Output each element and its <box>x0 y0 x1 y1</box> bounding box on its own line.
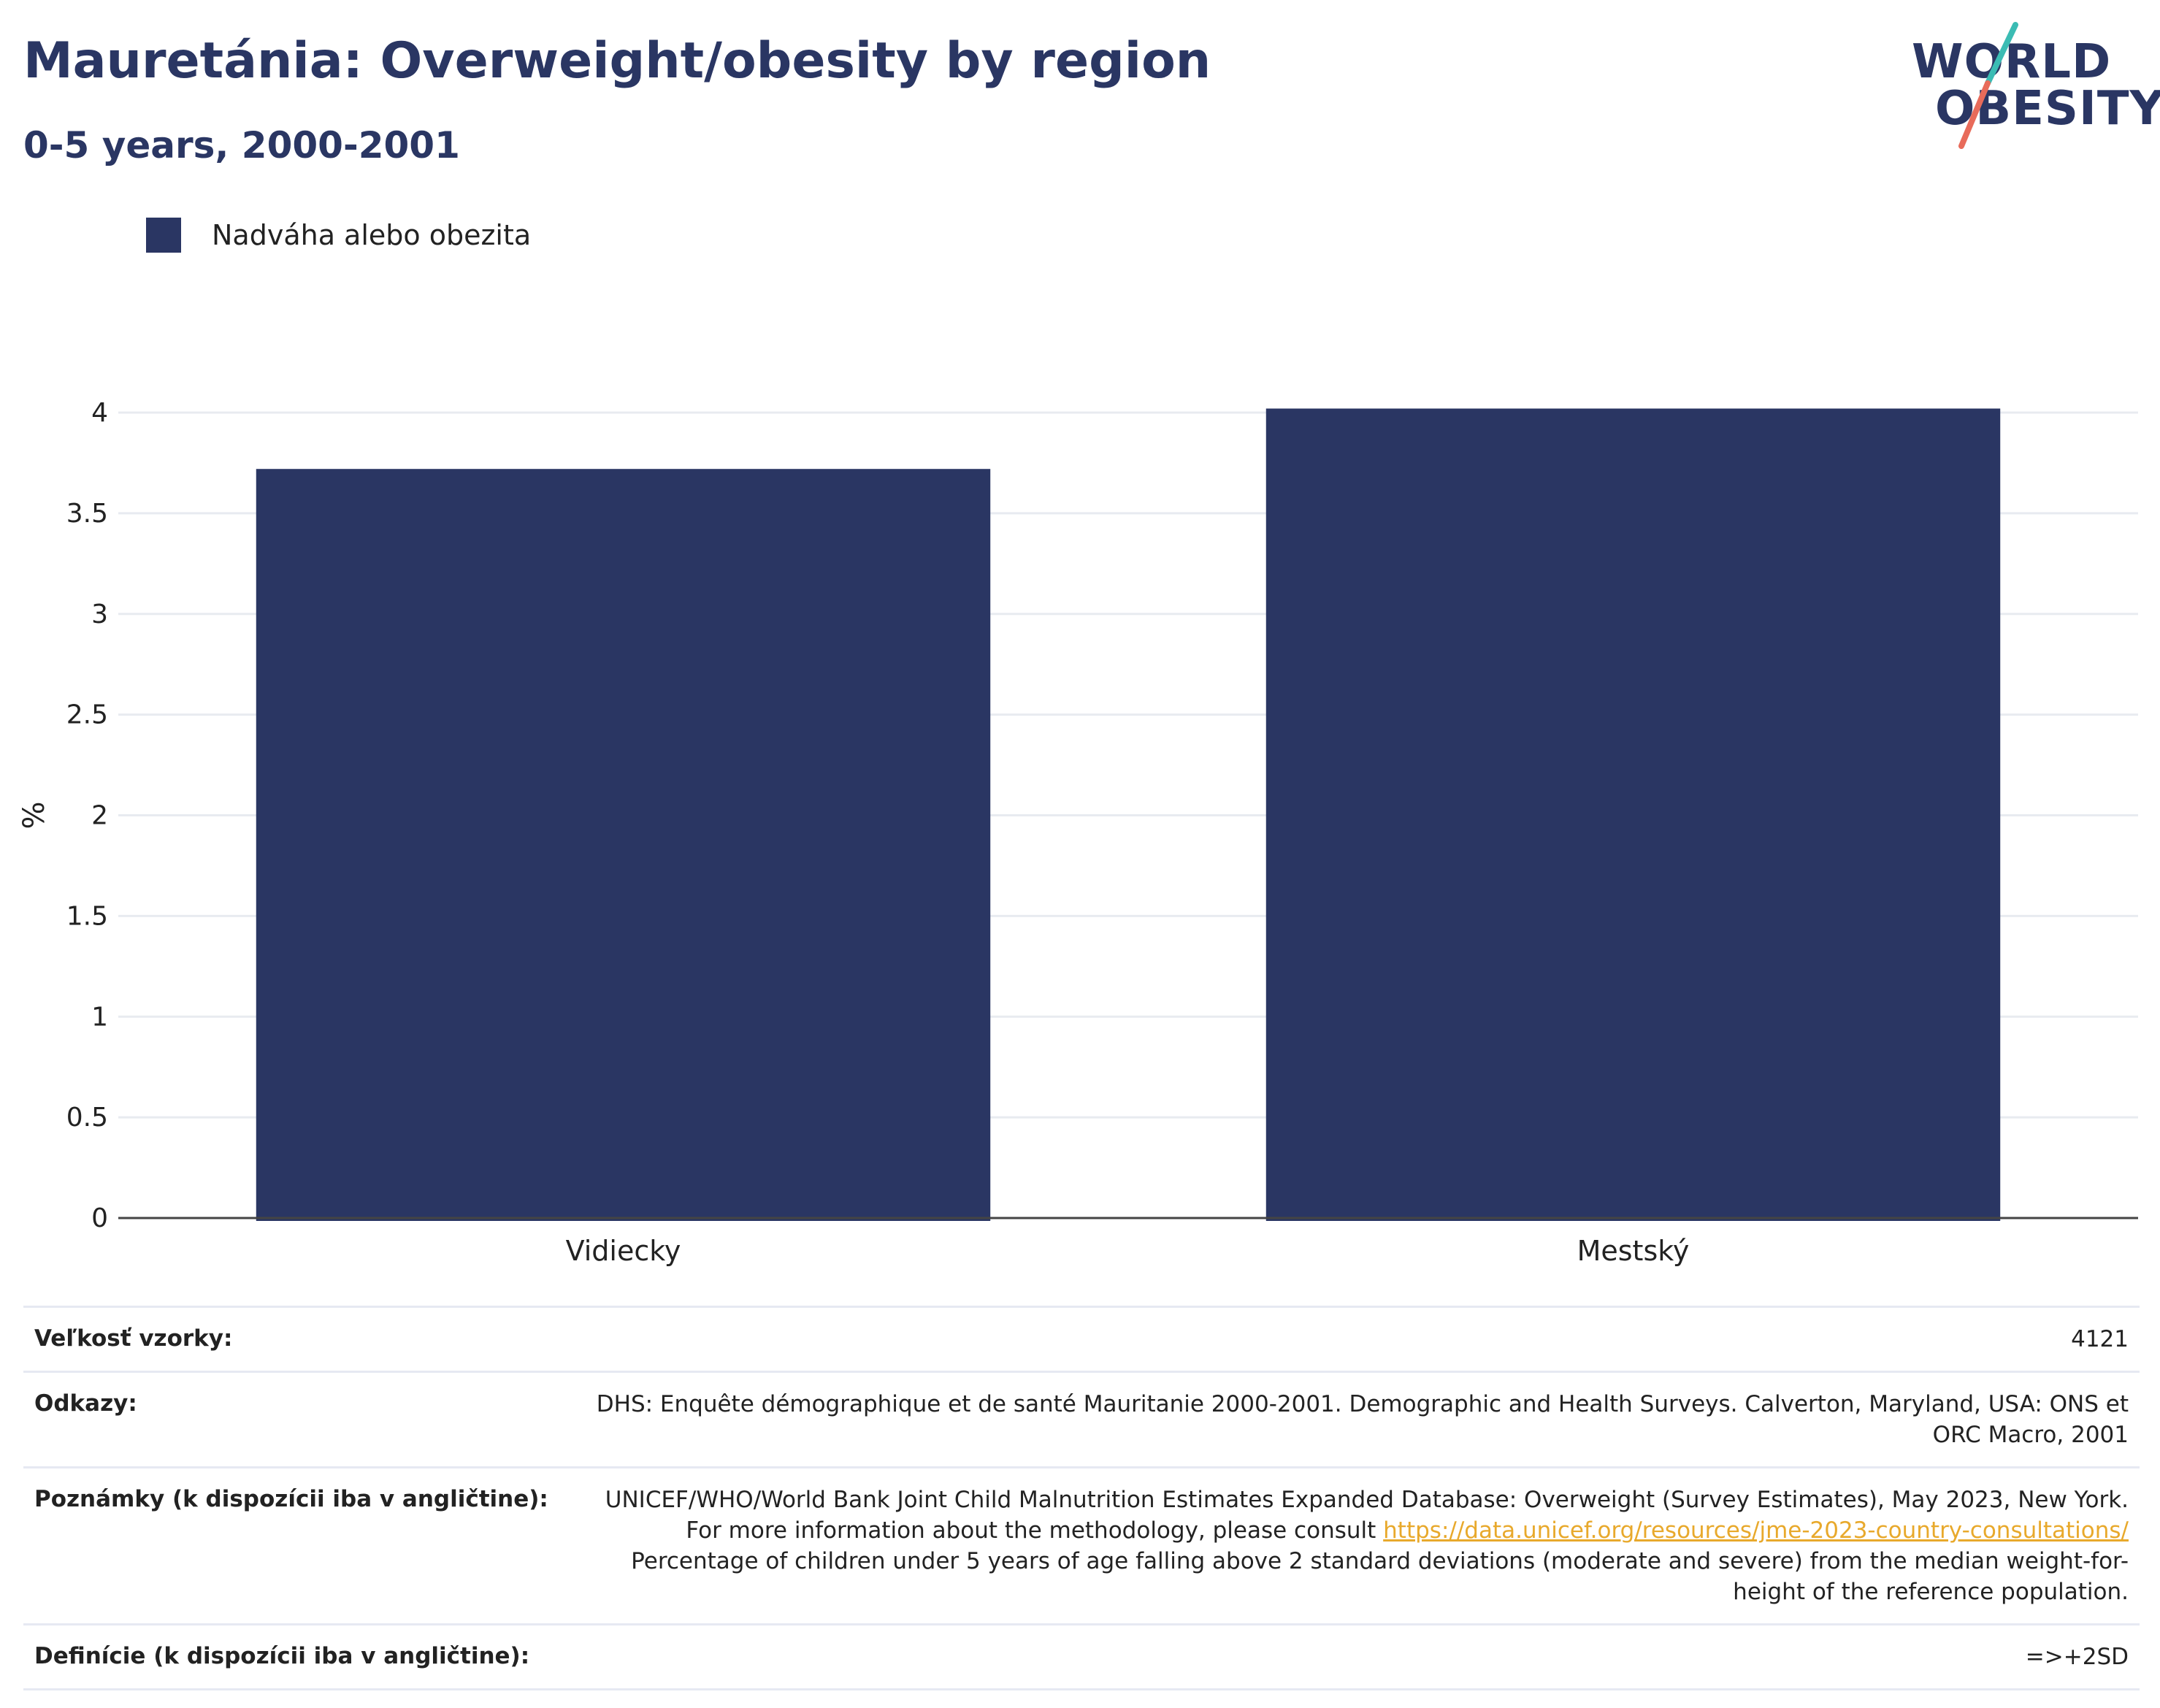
meta-row-sample-size: Veľkosť vzorky: 4121 <box>23 1306 2140 1371</box>
notes-text-before: UNICEF/WHO/World Bank Joint Child Malnut… <box>605 1487 2129 1544</box>
y-tick-label: 3 <box>91 600 108 629</box>
definitions-value: =>+2SD <box>2025 1644 2129 1670</box>
bar-chart: 0 0.5 1 1.5 2 2.5 3 3.5 4 Vidiecky Mestský% <box>18 398 2138 1267</box>
y-tick-label: 2.5 <box>66 700 108 730</box>
references-label: Odkazy: <box>34 1390 137 1417</box>
meta-row-notes: Poznámky (k dispozícii iba v angličtine)… <box>23 1466 2140 1623</box>
y-tick-label: 2 <box>91 801 108 831</box>
bar <box>1265 408 2001 1221</box>
y-tick-label: 0.5 <box>66 1103 108 1133</box>
x-tick-label: Vidiecky <box>566 1235 681 1267</box>
logo-slash-icon <box>1958 22 2018 149</box>
legend-swatch <box>146 218 181 253</box>
sample-size-label: Veľkosť vzorky: <box>34 1325 233 1352</box>
y-tick-label: 3.5 <box>66 499 108 529</box>
references-value: DHS: Enquête démographique et de santé M… <box>596 1391 2129 1448</box>
notes-text-after: Percentage of children under 5 years of … <box>631 1548 2129 1605</box>
bar <box>256 469 991 1222</box>
y-tick-label: 1 <box>91 1002 108 1032</box>
y-axis-title: % <box>18 801 51 829</box>
notes-link[interactable]: https://data.unicef.org/resources/jme-20… <box>1383 1517 2129 1544</box>
chart-title: Mauretánia: Overweight/obesity by region <box>23 32 1211 90</box>
logo-word-world: WORLD <box>1912 35 2112 89</box>
world-obesity-logo: WORLD OBESITY <box>1906 22 2160 153</box>
y-tick-label: 1.5 <box>66 901 108 931</box>
meta-row-definitions: Definície (k dispozícii iba v angličtine… <box>23 1623 2140 1690</box>
chart-subtitle: 0-5 years, 2000-2001 <box>23 124 460 166</box>
notes-value: UNICEF/WHO/World Bank Joint Child Malnut… <box>578 1468 2140 1623</box>
x-tick-label: Mestský <box>1577 1235 1690 1267</box>
metadata-table: Veľkosť vzorky: 4121 Odkazy: DHS: Enquêt… <box>23 1306 2140 1690</box>
notes-label: Poznámky (k dispozícii iba v angličtine)… <box>34 1486 548 1512</box>
legend-label: Nadváha alebo obezita <box>212 219 532 251</box>
y-tick-label: 4 <box>91 398 108 428</box>
y-tick-label: 0 <box>91 1203 108 1233</box>
meta-row-references: Odkazy: DHS: Enquête démographique et de… <box>23 1371 2140 1466</box>
definitions-label: Definície (k dispozícii iba v angličtine… <box>34 1643 530 1669</box>
sample-size-value: 4121 <box>2071 1326 2129 1352</box>
